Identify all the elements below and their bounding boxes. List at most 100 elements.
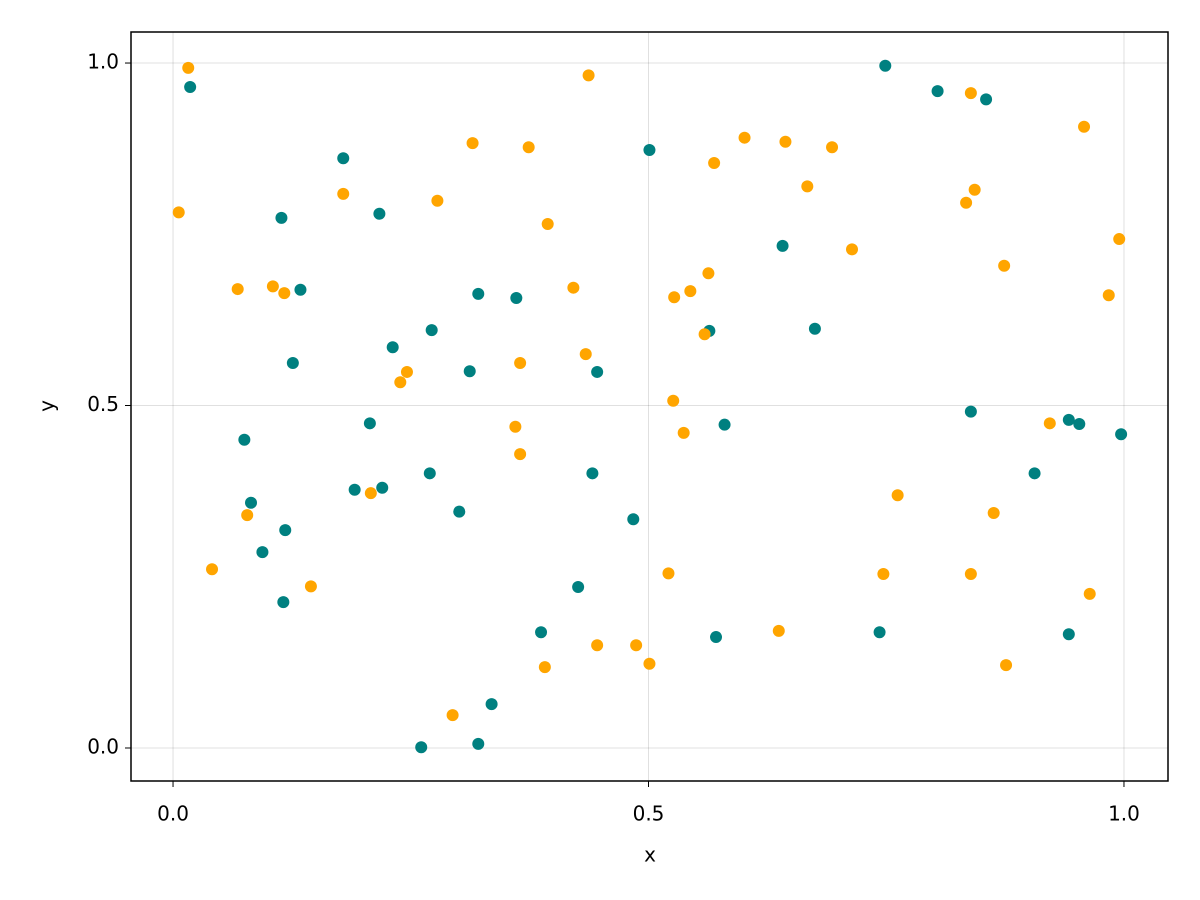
point <box>172 206 185 219</box>
point <box>400 365 413 378</box>
point <box>987 507 1000 520</box>
point <box>509 420 522 433</box>
point <box>348 483 361 496</box>
point <box>738 131 751 144</box>
point <box>968 183 981 196</box>
point <box>294 283 307 296</box>
x-tick-label: 0.0 <box>157 802 189 826</box>
point <box>980 93 993 106</box>
point <box>466 137 479 150</box>
point <box>453 505 466 518</box>
point <box>567 281 580 294</box>
point <box>238 433 251 446</box>
point <box>363 417 376 430</box>
point <box>425 324 438 337</box>
point <box>964 87 977 100</box>
point <box>266 280 279 293</box>
point <box>1102 289 1115 302</box>
point <box>627 513 640 526</box>
point <box>184 81 197 94</box>
point <box>846 243 859 256</box>
point <box>522 141 535 154</box>
point <box>1043 417 1056 430</box>
point <box>873 626 886 639</box>
point <box>684 285 697 298</box>
point <box>278 287 291 300</box>
point <box>891 489 904 502</box>
y-tick-label: 1.0 <box>87 50 119 74</box>
point <box>677 426 690 439</box>
point <box>535 626 548 639</box>
point <box>801 180 814 193</box>
point <box>446 709 459 722</box>
point <box>591 365 604 378</box>
point <box>1028 467 1041 480</box>
point <box>182 61 195 74</box>
point <box>1083 587 1096 600</box>
point <box>698 328 711 341</box>
point <box>582 69 595 82</box>
point <box>541 217 554 230</box>
point <box>415 741 428 754</box>
point <box>668 291 681 304</box>
point <box>514 357 527 370</box>
point <box>364 487 377 500</box>
point <box>463 365 476 378</box>
point <box>964 568 977 581</box>
point <box>776 239 789 252</box>
point <box>241 509 254 522</box>
point <box>373 207 386 220</box>
x-tick-label: 0.5 <box>633 802 665 826</box>
point <box>275 211 288 224</box>
point <box>1000 659 1013 672</box>
point <box>304 580 317 593</box>
point <box>710 631 723 644</box>
point <box>702 267 715 280</box>
y-tick-label: 0.5 <box>87 392 119 416</box>
x-tick-label: 1.0 <box>1108 802 1140 826</box>
point <box>206 563 219 576</box>
point <box>586 467 599 480</box>
point <box>386 341 399 354</box>
point <box>1078 120 1091 133</box>
point <box>667 394 680 407</box>
x-axis-label: x <box>644 843 656 867</box>
point <box>1062 628 1075 641</box>
point <box>826 141 839 154</box>
point <box>630 639 643 652</box>
point <box>779 135 792 148</box>
point <box>718 418 731 431</box>
point <box>472 287 485 300</box>
point <box>964 405 977 418</box>
point <box>808 322 821 335</box>
point <box>998 259 1011 272</box>
y-tick-label: 0.0 <box>87 734 119 758</box>
point <box>1113 233 1126 246</box>
point <box>662 567 675 580</box>
point <box>1115 428 1128 441</box>
point <box>245 496 258 509</box>
point <box>472 737 485 750</box>
point <box>394 376 407 389</box>
point <box>931 85 944 98</box>
point <box>510 291 523 304</box>
point <box>708 157 721 170</box>
point <box>279 524 292 537</box>
point <box>643 657 656 670</box>
point <box>277 596 290 609</box>
point <box>538 661 551 674</box>
point <box>514 448 527 461</box>
point <box>337 187 350 200</box>
point <box>960 196 973 209</box>
point <box>772 624 785 637</box>
point <box>286 357 299 370</box>
point <box>337 152 350 165</box>
point <box>485 698 498 711</box>
point <box>231 283 244 296</box>
point <box>423 467 436 480</box>
point <box>877 568 890 581</box>
point <box>1073 418 1086 431</box>
point <box>591 639 604 652</box>
point <box>431 194 444 207</box>
